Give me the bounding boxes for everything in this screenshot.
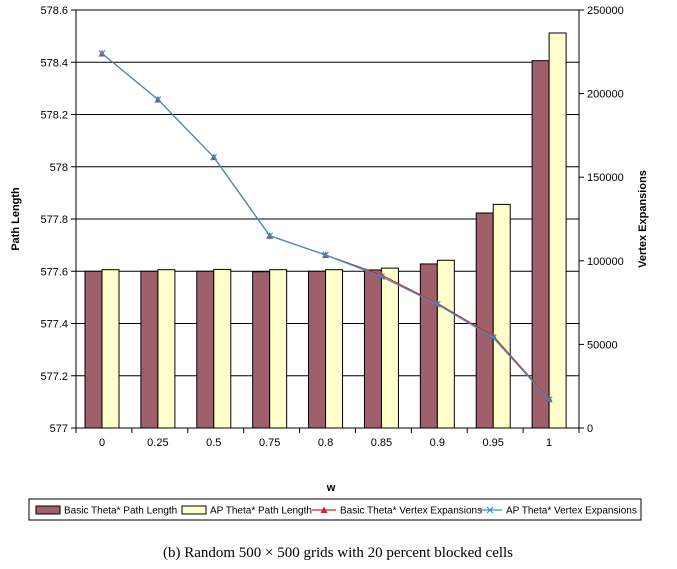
y-tick-label: 577.8 <box>40 214 68 226</box>
point-ap-theta-vertex-expansions <box>210 153 218 161</box>
point-basic-theta-vertex-expansions <box>545 395 553 402</box>
bar-basic-theta-path-length <box>196 270 215 429</box>
x-axis-title: w <box>326 482 336 494</box>
legend-label-ap-theta-vertex-expansions: AP Theta* Vertex Expansions <box>506 506 637 517</box>
bar-basic-theta-path-length <box>531 60 550 429</box>
caption: (b) Random 500 × 500 grids with 20 perce… <box>163 545 513 561</box>
x-tick-label: 0.5 <box>206 437 221 449</box>
x-tick-label: 0 <box>99 437 105 449</box>
y-tick-label: 577 <box>50 423 68 435</box>
marker-stroke <box>545 396 553 404</box>
point-ap-theta-vertex-expansions <box>489 334 497 342</box>
legend-swatch-basic-theta-vertex-expansions <box>312 506 336 513</box>
legend-swatch-ap-theta-path-length <box>181 505 207 515</box>
y-tick-label: 577.2 <box>40 371 68 383</box>
bars <box>84 32 567 429</box>
bar-ap-theta-path-length <box>269 269 288 429</box>
x-tick-label: 1 <box>546 437 552 449</box>
y2-tick-label: 100000 <box>587 256 624 268</box>
bar-basic-theta-path-length <box>419 263 438 429</box>
legend-swatch-ap-theta-vertex-expansions <box>478 506 502 514</box>
x-tick-label: 0.8 <box>318 437 333 449</box>
marker-stroke <box>489 334 497 342</box>
marker-stroke <box>433 300 441 308</box>
y2-tick-label: 200000 <box>587 89 624 101</box>
x-tick-label: 0.9 <box>430 437 445 449</box>
marker-stroke <box>266 232 274 240</box>
bar-basic-theta-path-length <box>252 271 271 429</box>
legend-label-basic-theta-vertex-expansions: Basic Theta* Vertex Expansions <box>340 506 482 517</box>
bar-basic-theta-path-length <box>475 212 494 429</box>
legend-label-ap-theta-path-length: AP Theta* Path Length <box>210 506 312 517</box>
y-tick-label: 577.6 <box>40 266 68 278</box>
point-basic-theta-vertex-expansions <box>489 332 497 340</box>
y-axis-title: Path Length <box>10 187 22 251</box>
bar-ap-theta-path-length <box>213 268 232 429</box>
bar-ap-theta-path-length <box>101 269 120 429</box>
x-tick-label: 0.75 <box>259 437 280 449</box>
point-ap-theta-vertex-expansions <box>154 96 162 103</box>
point-ap-theta-vertex-expansions <box>378 273 385 281</box>
bar-basic-theta-path-length <box>308 270 327 429</box>
legend-swatch-basic-theta-path-length <box>35 505 61 515</box>
bar-basic-theta-path-length <box>363 269 382 429</box>
bar-ap-theta-path-length <box>492 203 511 429</box>
y2-tick-label: 50000 <box>587 339 618 351</box>
y-tick-label: 578.6 <box>40 5 68 17</box>
y-tick-label: 578.2 <box>40 110 68 122</box>
bar-ap-theta-path-length <box>157 269 176 429</box>
bar-basic-theta-path-length <box>84 270 103 429</box>
legend-marker <box>320 506 328 513</box>
x-tick-label: 0.85 <box>371 437 392 449</box>
y-axis-ticks: 577 577.2 577.4 577.6 577.8 578 578.2 578.4 578.… <box>40 5 76 435</box>
marker-stroke <box>378 273 385 281</box>
bar-ap-theta-path-length <box>380 267 399 429</box>
y-tick-label: 577.4 <box>40 319 68 331</box>
x-axis-ticks: 0 0.25 0.5 0.75 0.8 0.85 0.9 0.95 1 <box>75 428 580 449</box>
marker-stroke <box>322 251 329 259</box>
y2-tick-label: 150000 <box>587 172 624 184</box>
y2-axis-ticks: 0 50000 100000 150000 200000 250000 <box>579 5 624 435</box>
legend-marker <box>486 506 494 514</box>
bar-basic-theta-path-length <box>140 270 159 429</box>
bar-ap-theta-path-length <box>548 32 567 429</box>
bar-ap-theta-path-length <box>436 259 455 429</box>
point-ap-theta-vertex-expansions <box>322 251 329 259</box>
y-tick-label: 578.4 <box>40 57 68 69</box>
marker-stroke <box>98 50 106 57</box>
x-tick-label: 0.25 <box>147 437 168 449</box>
point-ap-theta-vertex-expansions <box>545 396 553 404</box>
x-tick-label: 0.95 <box>483 437 504 449</box>
point-ap-theta-vertex-expansions <box>433 300 441 308</box>
bar-ap-theta-path-length <box>325 269 344 429</box>
legend: Basic Theta* Path Length AP Theta* Path L… <box>35 505 637 517</box>
legend-label-basic-theta-path-length: Basic Theta* Path Length <box>64 506 177 517</box>
y2-tick-label: 250000 <box>587 5 624 17</box>
y2-tick-label: 0 <box>587 423 593 435</box>
point-ap-theta-vertex-expansions <box>98 50 106 57</box>
y2-axis-title: Vertex Expansions <box>637 170 649 268</box>
marker-stroke <box>154 96 162 103</box>
y-tick-label: 578 <box>50 162 68 174</box>
lines <box>98 49 553 404</box>
point-ap-theta-vertex-expansions <box>266 232 274 240</box>
marker-stroke <box>210 153 218 161</box>
